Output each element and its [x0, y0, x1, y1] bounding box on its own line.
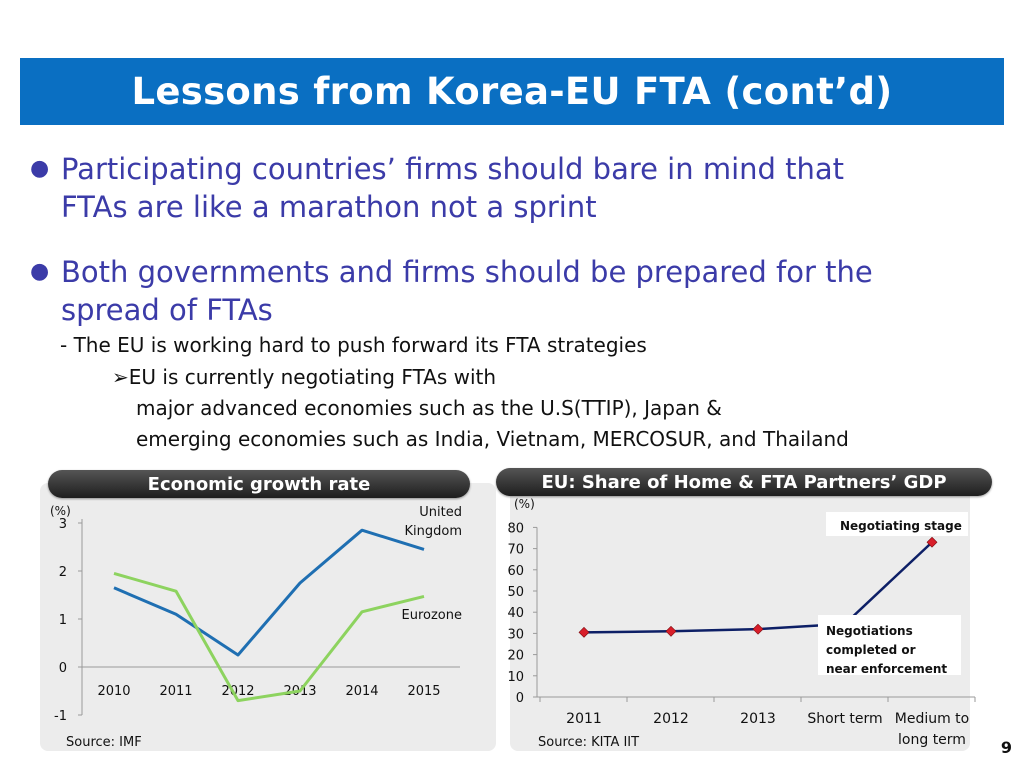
growth-source: Source: IMF: [66, 735, 142, 750]
negotiating-stage-box: [826, 512, 968, 536]
arrow-bullet-icon: ➢: [112, 365, 129, 389]
gdp-y-tick-label: 80: [507, 521, 524, 536]
bullet-2-line1: Both governments and firms should be pre…: [61, 255, 873, 289]
growth-chart-panel: [40, 483, 496, 751]
arrow-point-line2: major advanced economies such as the U.S…: [136, 396, 722, 420]
bullet-2-line2: spread of FTAs: [61, 293, 273, 327]
gdp-x-tick-label: Medium to: [895, 711, 969, 727]
eu-share-data-point: [752, 623, 764, 635]
growth-y-tick-label: -1: [54, 709, 67, 724]
bullet-1-line2: FTAs are like a marathon not a sprint: [61, 190, 597, 224]
gdp-y-tick-label: 0: [516, 691, 524, 706]
growth-y-tick-label: 2: [59, 565, 67, 580]
negotiations-completed-label: Negotiations: [826, 624, 913, 638]
eu-share-data-point: [665, 625, 677, 637]
gdp-x-tick-label: long term: [898, 732, 966, 748]
growth-chart-title: Economic growth rate: [48, 470, 470, 498]
negotiating-stage-label: Negotiating stage: [840, 519, 962, 533]
bullet-1-line1: Participating countries’ firms should ba…: [61, 152, 845, 186]
bullet-2: ● Both governments and firms should be p…: [30, 253, 873, 329]
gdp-y-tick-label: 40: [507, 606, 524, 621]
uk-series-label: Kingdom: [405, 524, 463, 539]
gdp-x-tick-label: Short term: [807, 711, 882, 727]
gdp-y-tick-label: 50: [507, 585, 524, 600]
negotiations-completed-label: completed or: [826, 643, 916, 657]
arrow-point-line3: emerging economies such as India, Vietna…: [136, 427, 849, 451]
growth-x-tick-label: 2015: [407, 684, 440, 699]
gdp-y-tick-label: 70: [507, 543, 524, 558]
slide-title: Lessons from Korea-EU FTA (cont’d): [131, 70, 893, 113]
growth-y-tick-label: 3: [59, 517, 67, 532]
gdp-source: Source: KITA IIT: [538, 735, 639, 750]
growth-x-tick-label: 2011: [159, 684, 192, 699]
eurozone-series-label: Eurozone: [402, 608, 462, 623]
growth-y-tick-label: 0: [59, 661, 67, 676]
bullet-dot-icon: ●: [30, 259, 50, 284]
gdp-y-unit: (%): [514, 497, 535, 511]
eu-share-data-point: [926, 536, 938, 548]
eurozone-series-line: [113, 571, 425, 703]
gdp-x-tick-label: 2013: [740, 711, 776, 727]
bullet-dot-icon: ●: [30, 156, 50, 181]
uk-series-line: [113, 528, 425, 657]
growth-y-unit: (%): [50, 504, 71, 518]
growth-x-tick-label: 2014: [345, 684, 378, 699]
page-number: 9: [1000, 738, 1012, 757]
growth-x-tick-label: 2012: [221, 684, 254, 699]
gdp-y-tick-label: 30: [507, 627, 524, 642]
growth-x-tick-label: 2010: [97, 684, 130, 699]
bullet-1: ● Participating countries’ firms should …: [30, 150, 844, 226]
eu-share-data-point: [578, 626, 590, 638]
negotiations-completed-box: [818, 615, 961, 675]
gdp-y-tick-label: 20: [507, 649, 524, 664]
negotiations-completed-label: near enforcement: [826, 662, 947, 676]
gdp-y-tick-label: 60: [507, 564, 524, 579]
dash-point: - The EU is working hard to push forward…: [60, 333, 647, 357]
title-bar: Lessons from Korea-EU FTA (cont’d): [20, 58, 1004, 125]
gdp-y-tick-label: 10: [507, 670, 524, 685]
arrow-point-line1: EU is currently negotiating FTAs with: [128, 365, 497, 389]
arrow-point: ➢EU is currently negotiating FTAs with: [112, 362, 496, 393]
gdp-chart-title: EU: Share of Home & FTA Partners’ GDP: [496, 468, 992, 496]
growth-y-tick-label: 1: [59, 613, 67, 628]
gdp-x-tick-label: 2011: [566, 711, 602, 727]
gdp-x-tick-label: 2012: [653, 711, 689, 727]
uk-series-label: United: [419, 505, 462, 520]
